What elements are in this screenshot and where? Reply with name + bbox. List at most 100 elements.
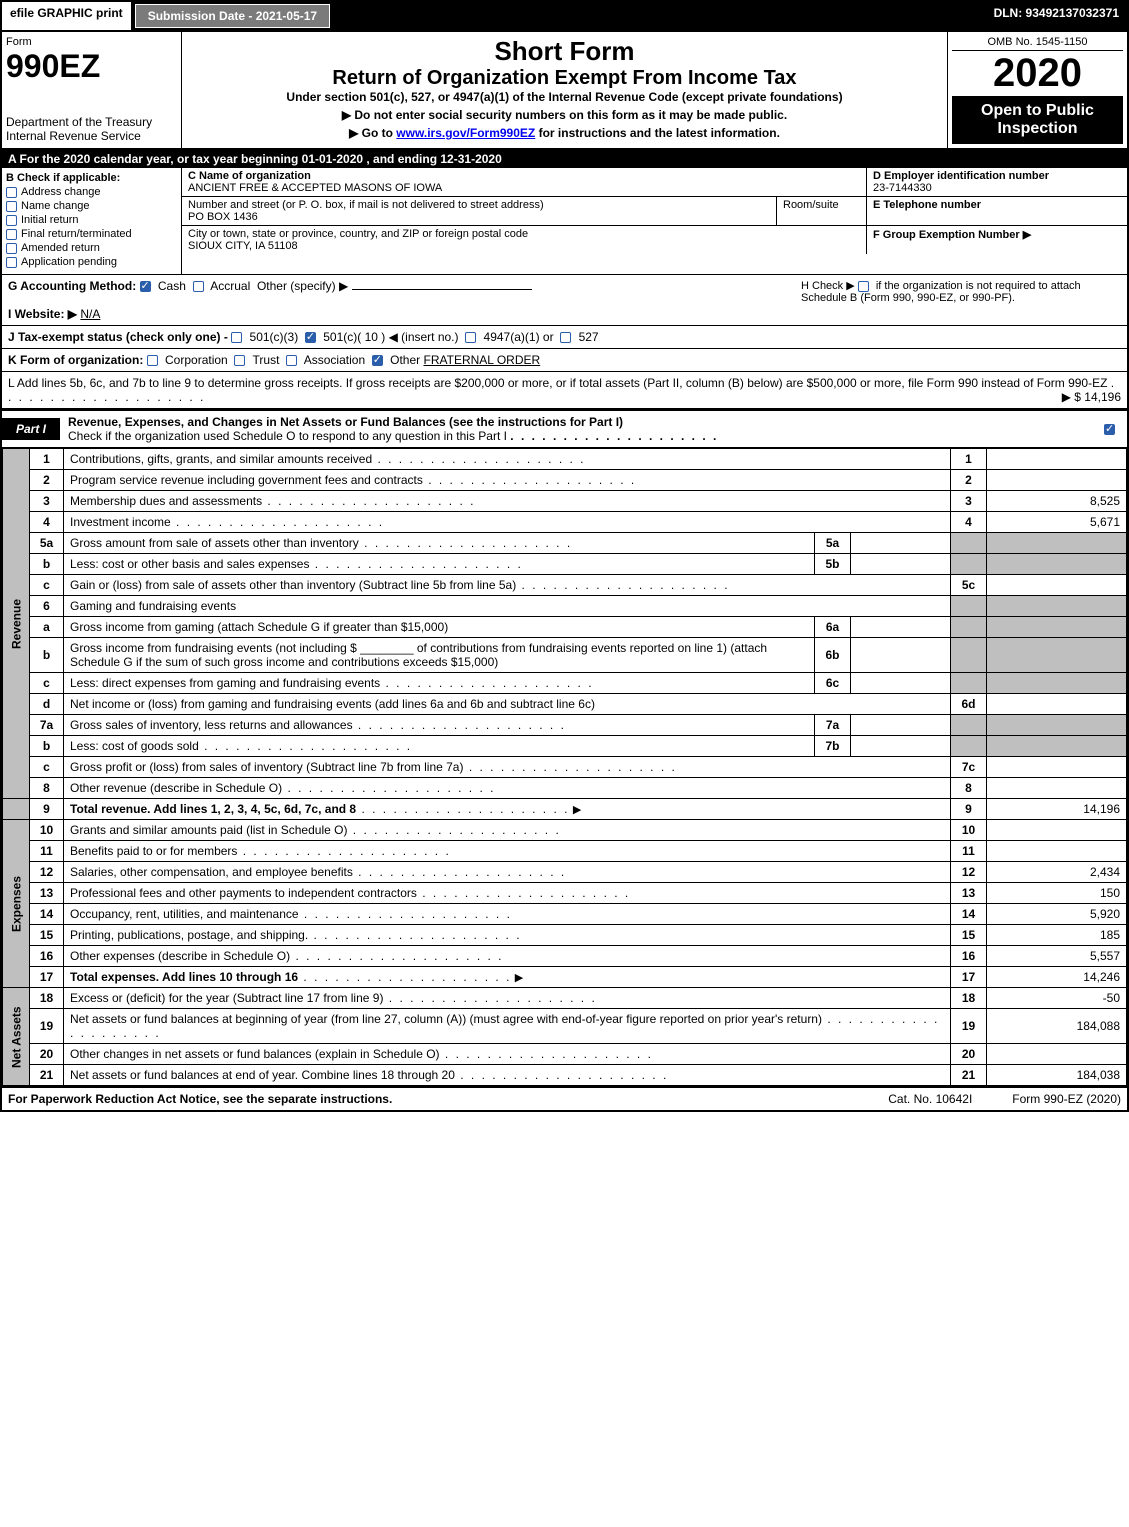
l15-desc: Printing, publications, postage, and shi… — [70, 928, 522, 942]
l9-num: 9 — [951, 799, 987, 820]
l15-no: 15 — [30, 925, 64, 946]
goto-note: ▶ Go to www.irs.gov/Form990EZ for instru… — [190, 126, 939, 140]
chk-application-pending-label: Application pending — [21, 256, 117, 268]
l17-dots — [298, 970, 511, 984]
footer-right: Form 990-EZ (2020) — [1012, 1092, 1121, 1106]
l7c-no: c — [30, 757, 64, 778]
B-label: B Check if applicable: — [6, 172, 177, 184]
D-cell: D Employer identification number 23-7144… — [867, 168, 1127, 196]
dept-irs: Internal Revenue Service — [6, 129, 177, 143]
H-block: H Check ▶ if the organization is not req… — [801, 279, 1121, 321]
l7a-shade — [951, 715, 987, 736]
l18-desc: Excess or (deficit) for the year (Subtra… — [70, 991, 597, 1005]
l14-no: 14 — [30, 904, 64, 925]
l7b-inner: 7b — [815, 736, 851, 757]
l7a-desc: Gross sales of inventory, less returns a… — [70, 718, 566, 732]
chk-name-change-label: Name change — [21, 200, 90, 212]
l2-num: 2 — [951, 470, 987, 491]
l18-num: 18 — [951, 988, 987, 1009]
C-city-cell: City or town, state or province, country… — [182, 226, 867, 254]
room-cell: Room/suite — [777, 197, 867, 225]
chk-501c[interactable] — [305, 332, 316, 343]
l11-val — [987, 841, 1127, 862]
short-form-title: Short Form — [190, 36, 939, 67]
l6d-num: 6d — [951, 694, 987, 715]
l7c-num: 7c — [951, 757, 987, 778]
j-527: 527 — [579, 330, 599, 344]
l5b-desc: Less: cost or other basis and sales expe… — [70, 557, 523, 571]
chk-H[interactable] — [858, 281, 869, 292]
l17-desc: Total expenses. Add lines 10 through 16 — [70, 970, 298, 984]
j-4947: 4947(a)(1) or — [484, 330, 554, 344]
chk-name-change[interactable]: Name change — [6, 200, 177, 212]
l1-val — [987, 449, 1127, 470]
l19-desc: Net assets or fund balances at beginning… — [70, 1012, 939, 1040]
part-I-label: Part I — [2, 418, 60, 440]
row-K: K Form of organization: Corporation Trus… — [2, 349, 1127, 372]
chk-assoc[interactable] — [286, 355, 297, 366]
l4-num: 4 — [951, 512, 987, 533]
part-I-checkbox[interactable] — [1096, 418, 1127, 440]
omb-no: OMB No. 1545-1150 — [952, 36, 1123, 51]
org-name: ANCIENT FREE & ACCEPTED MASONS OF IOWA — [188, 182, 442, 194]
K-label: K Form of organization: — [8, 353, 143, 367]
chk-corp[interactable] — [147, 355, 158, 366]
l9-no: 9 — [30, 799, 64, 820]
l19-num: 19 — [951, 1009, 987, 1044]
chk-trust[interactable] — [234, 355, 245, 366]
l6c-inner: 6c — [815, 673, 851, 694]
F-label: F Group Exemption Number ▶ — [873, 229, 1031, 241]
street: PO BOX 1436 — [188, 211, 258, 223]
chk-cash[interactable] — [140, 281, 151, 292]
l20-num: 20 — [951, 1044, 987, 1065]
part-I-header: Part I Revenue, Expenses, and Changes in… — [2, 409, 1127, 448]
irs-link[interactable]: www.irs.gov/Form990EZ — [396, 126, 535, 140]
L-amount: ▶ $ 14,196 — [1062, 390, 1121, 404]
l5a-shade — [951, 533, 987, 554]
chk-final-return-label: Final return/terminated — [21, 228, 132, 240]
l19-val: 184,088 — [987, 1009, 1127, 1044]
l10-num: 10 — [951, 820, 987, 841]
l13-num: 13 — [951, 883, 987, 904]
l6c-shade2 — [987, 673, 1127, 694]
l6c-no: c — [30, 673, 64, 694]
k-trust: Trust — [253, 353, 280, 367]
l2-val — [987, 470, 1127, 491]
chk-501c3[interactable] — [231, 332, 242, 343]
l6-desc: Gaming and fundraising events — [64, 596, 951, 617]
chk-accrual[interactable] — [193, 281, 204, 292]
l5b-no: b — [30, 554, 64, 575]
row-J: J Tax-exempt status (check only one) - 5… — [2, 326, 1127, 349]
chk-other-org[interactable] — [372, 355, 383, 366]
l6d-val — [987, 694, 1127, 715]
l4-val: 5,671 — [987, 512, 1127, 533]
l6a-inner: 6a — [815, 617, 851, 638]
section-B: B Check if applicable: Address change Na… — [2, 168, 182, 274]
chk-4947[interactable] — [465, 332, 476, 343]
C-street-cell: Number and street (or P. O. box, if mail… — [182, 197, 777, 225]
part-I-dots — [510, 429, 718, 443]
website: N/A — [80, 307, 100, 321]
l7a-no: 7a — [30, 715, 64, 736]
chk-address-change[interactable]: Address change — [6, 186, 177, 198]
tax-year: 2020 — [952, 51, 1123, 96]
l21-desc: Net assets or fund balances at end of ye… — [70, 1068, 668, 1082]
open-public-badge: Open to Public Inspection — [952, 96, 1123, 144]
l5b-inner: 5b — [815, 554, 851, 575]
l15-num: 15 — [951, 925, 987, 946]
chk-527[interactable] — [560, 332, 571, 343]
l20-desc: Other changes in net assets or fund bala… — [70, 1047, 653, 1061]
chk-application-pending[interactable]: Application pending — [6, 256, 177, 268]
row-GH: G Accounting Method: Cash Accrual Other … — [2, 275, 1127, 326]
chk-amended-return[interactable]: Amended return — [6, 242, 177, 254]
l6a-ival — [851, 617, 951, 638]
l6b-shade2 — [987, 638, 1127, 673]
l10-val — [987, 820, 1127, 841]
dept-treasury: Department of the Treasury — [6, 115, 177, 129]
F-cell: F Group Exemption Number ▶ — [867, 226, 1127, 254]
chk-initial-return[interactable]: Initial return — [6, 214, 177, 226]
footer: For Paperwork Reduction Act Notice, see … — [2, 1086, 1127, 1110]
form-number: 990EZ — [6, 48, 177, 85]
chk-final-return[interactable]: Final return/terminated — [6, 228, 177, 240]
l19-no: 19 — [30, 1009, 64, 1044]
